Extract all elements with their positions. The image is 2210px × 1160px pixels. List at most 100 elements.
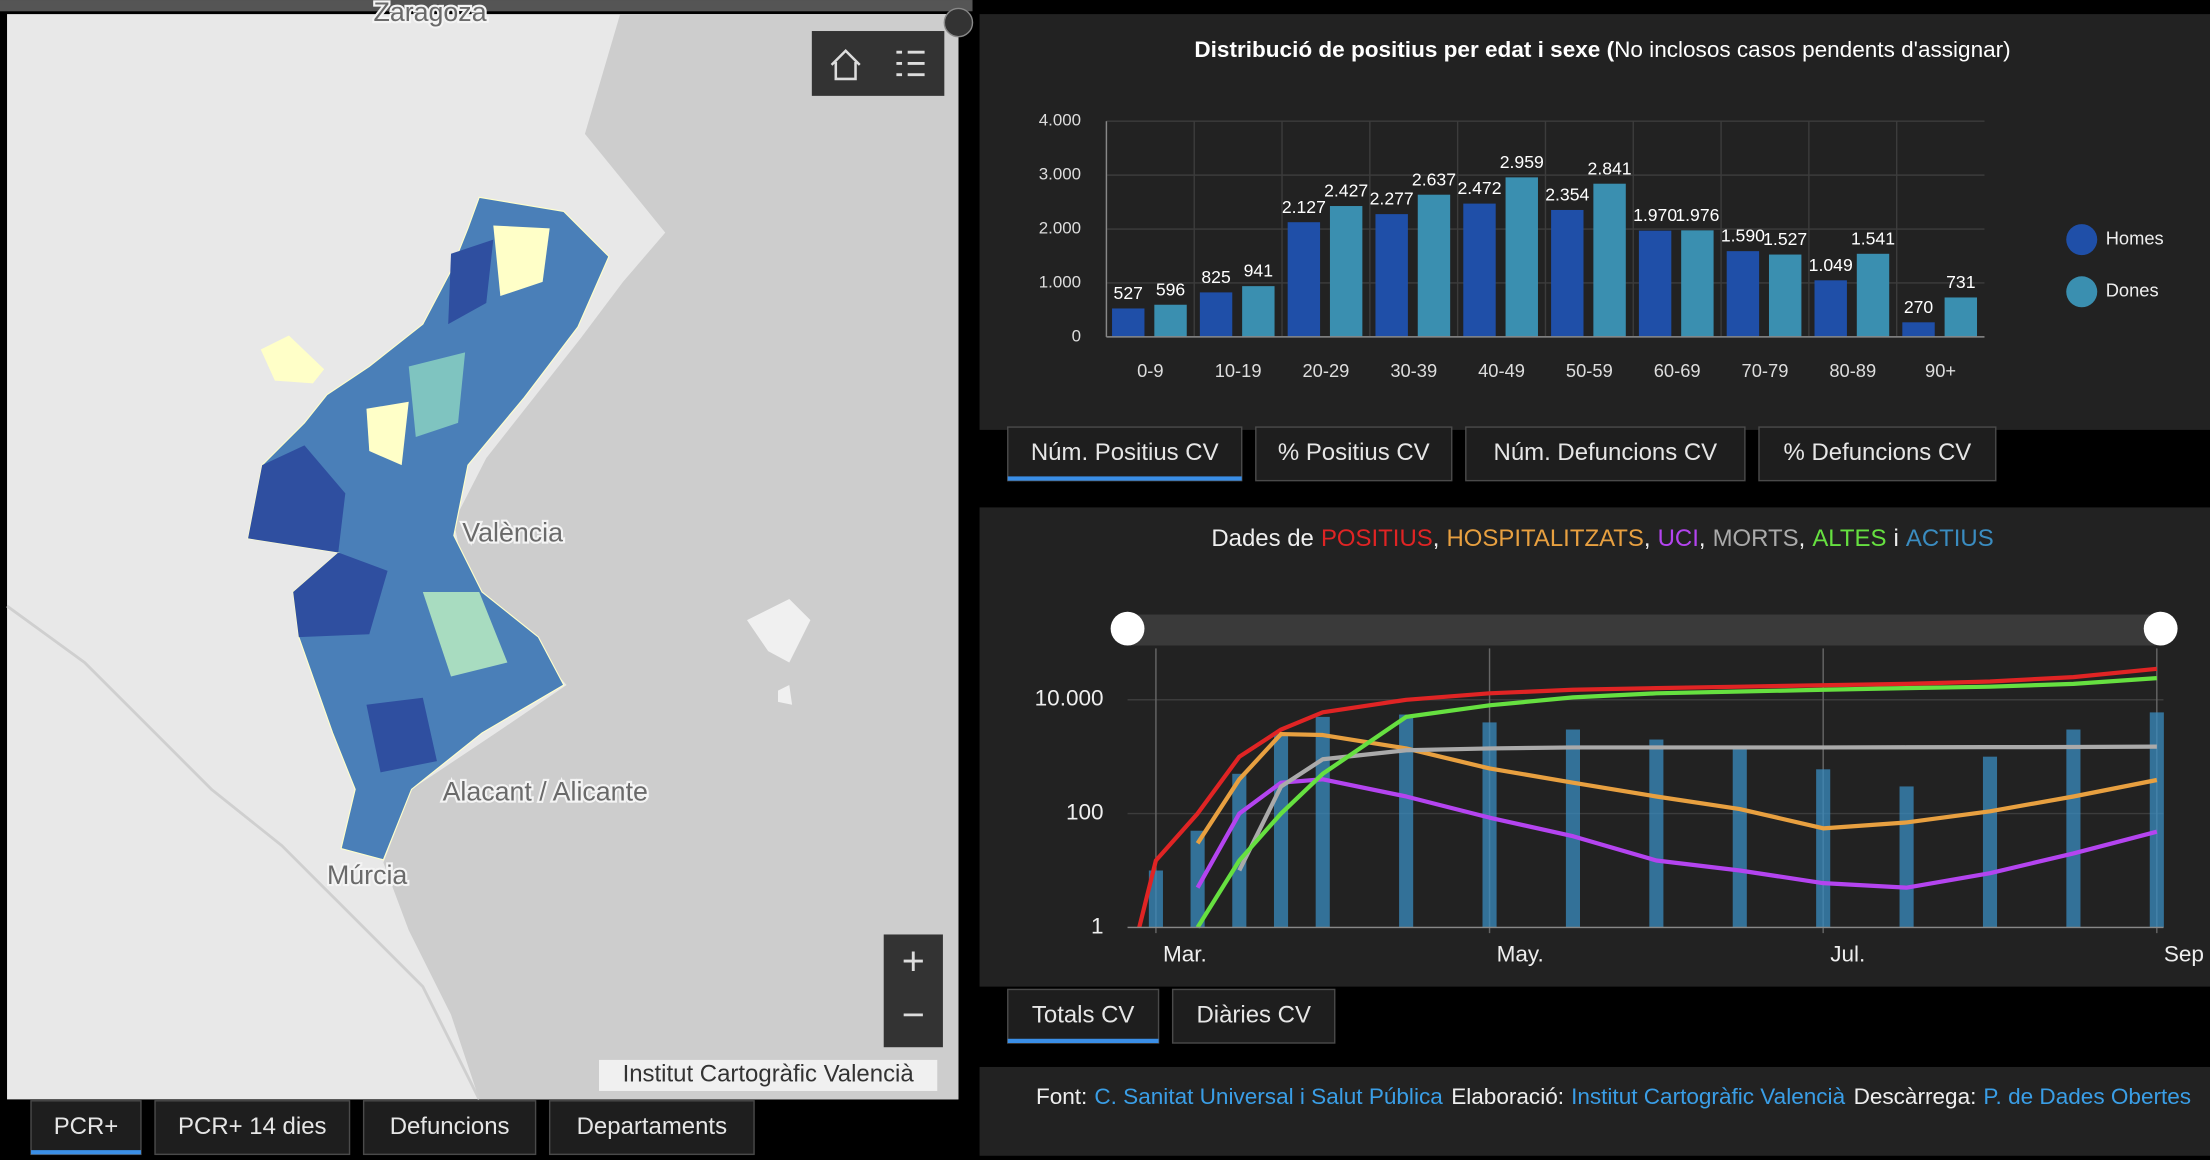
tab-label[interactable]: PCR+ 14 dies — [178, 1113, 326, 1140]
range-slider[interactable] — [1127, 614, 2164, 646]
tab-label[interactable]: Diàries CV — [1196, 1002, 1310, 1029]
tab-label[interactable]: Totals CV — [1032, 1002, 1135, 1029]
data-label: 527 — [1114, 283, 1143, 303]
bar — [1649, 739, 1664, 928]
data-label: 2.959 — [1500, 152, 1544, 172]
tab-label[interactable]: PCR+ — [54, 1113, 119, 1140]
map-region — [293, 552, 388, 638]
expand-button[interactable] — [943, 7, 974, 38]
bar — [1681, 230, 1714, 337]
attribution-box — [599, 1059, 938, 1091]
data-label: 825 — [1201, 267, 1231, 287]
legend-label: HOSPITALITZATS — [1446, 525, 1643, 552]
legend-label: Homes — [2106, 227, 2164, 248]
bar — [2149, 712, 2164, 928]
map-region — [248, 445, 346, 553]
zoom-in[interactable]: + — [902, 939, 925, 983]
bar — [1399, 714, 1414, 928]
data-label: 1.590 — [1721, 226, 1765, 246]
line-chart-title: Dades de POSITIUS, HOSPITALITZATS, UCI, MORT… — [1211, 525, 1993, 552]
home-button[interactable] — [830, 48, 861, 81]
map-region — [493, 225, 550, 296]
bar — [1287, 222, 1321, 337]
bar — [1190, 830, 1205, 928]
footer-link[interactable]: P. de Dades Obertes — [1983, 1084, 2191, 1109]
x-tick-label: 70-79 — [1742, 360, 1789, 381]
legend-label: Dones — [2106, 280, 2159, 301]
tab-indicator — [1007, 476, 1242, 481]
map-region — [366, 697, 437, 773]
bar — [1482, 722, 1497, 928]
tab-label[interactable]: % Defuncions CV — [1784, 439, 1972, 466]
map[interactable]: Zaragoza València Alacant / Alicante Múr… — [6, 0, 974, 1101]
map-island — [747, 599, 811, 705]
map-label: Alacant / Alicante — [443, 777, 648, 807]
map-label: Zaragoza — [374, 0, 487, 27]
bar-chart-title: Distribució de positius per edat i sexe … — [1194, 37, 2010, 62]
footer-link[interactable]: Institut Cartogràfic Valencià — [1571, 1084, 1845, 1109]
x-tick-label: 0-9 — [1137, 360, 1163, 381]
tab-label[interactable]: Departaments — [577, 1113, 727, 1140]
y-tick-label: 2.000 — [1039, 219, 1081, 238]
zoom-out[interactable]: − — [902, 993, 925, 1037]
tab[interactable] — [1758, 426, 1997, 482]
line — [1195, 731, 2158, 845]
slider-handle[interactable] — [1110, 611, 1145, 646]
map-region — [366, 401, 409, 466]
tab[interactable] — [1465, 426, 1746, 482]
tab[interactable] — [1171, 988, 1336, 1044]
tab-indicator — [31, 1150, 141, 1155]
bar — [1112, 308, 1145, 337]
x-tick-label: Sep — [2164, 942, 2204, 967]
bar — [1899, 786, 1914, 928]
bar — [1551, 209, 1584, 337]
map-border — [6, 604, 481, 1101]
tab[interactable] — [548, 1100, 755, 1156]
data-label: 1.527 — [1763, 229, 1807, 249]
title: Distribució de positius per edat i sexe … — [1194, 37, 1614, 62]
attribution: Institut Cartogràfic Valencià — [623, 1061, 915, 1088]
data-label: 2.472 — [1457, 178, 1501, 198]
tab-label[interactable]: % Positius CV — [1278, 439, 1430, 466]
x-tick-label: 90+ — [1925, 360, 1956, 381]
title-conjunction: i — [1893, 525, 1898, 552]
tab[interactable] — [154, 1100, 351, 1156]
bar — [1856, 253, 1890, 337]
layer-list-button[interactable] — [896, 50, 925, 77]
bar — [1902, 322, 1935, 337]
y-tick-label: 4.000 — [1039, 111, 1081, 130]
bar — [1315, 716, 1330, 928]
tab-label[interactable]: Núm. Positius CV — [1031, 439, 1219, 466]
bar — [1199, 292, 1233, 337]
bar — [2066, 729, 2081, 928]
data-label: 731 — [1946, 272, 1975, 292]
bar — [1273, 734, 1289, 928]
bar — [1944, 297, 1978, 337]
bar — [1816, 769, 1831, 928]
legend-label: UCI — [1658, 525, 1699, 552]
y-tick-label: 0 — [1072, 326, 1081, 345]
bar — [1982, 756, 1998, 928]
data-label: 2.277 — [1370, 189, 1414, 209]
bar — [1593, 183, 1626, 337]
line — [1195, 675, 2158, 929]
tab[interactable] — [362, 1100, 537, 1156]
footer-link[interactable]: C. Sanitat Universal i Salut Pública — [1094, 1084, 1443, 1109]
tab[interactable] — [1255, 426, 1453, 482]
data-label: 1.049 — [1809, 255, 1853, 275]
tab[interactable] — [1007, 988, 1160, 1044]
map-label: Múrcia — [327, 860, 407, 890]
tab[interactable] — [30, 1100, 142, 1156]
map-region — [260, 335, 325, 384]
bar — [1565, 729, 1581, 928]
tab-label[interactable]: Defuncions — [390, 1113, 510, 1140]
slider-handle[interactable] — [2143, 611, 2178, 646]
map-sea — [383, 14, 959, 1100]
tab[interactable] — [1007, 426, 1243, 482]
bar — [1814, 280, 1847, 337]
y-tick-label: 100 — [1066, 800, 1104, 825]
footer-text: Font: C. Sanitat Universal i Salut Públic… — [1036, 1084, 2191, 1109]
data-label: 2.841 — [1588, 158, 1632, 178]
bar — [1732, 746, 1747, 928]
tab-label[interactable]: Núm. Defuncions CV — [1494, 439, 1718, 466]
